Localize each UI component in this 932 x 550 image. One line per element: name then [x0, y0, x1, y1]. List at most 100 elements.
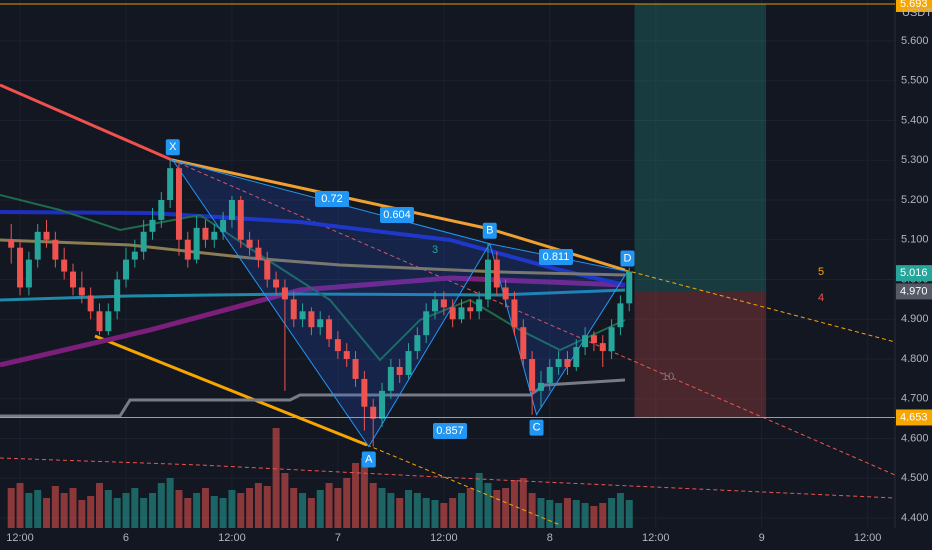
candle-body — [617, 303, 624, 328]
level-label: 10 — [662, 371, 674, 383]
x-tick-label: 12:00 — [6, 532, 34, 544]
volume-bar — [237, 493, 245, 528]
volume-bar — [546, 500, 554, 528]
candle-body — [290, 299, 297, 320]
trendline — [0, 457, 896, 499]
point-label-bg — [165, 139, 180, 156]
x-tick-label: 9 — [759, 532, 765, 544]
candle-body — [370, 406, 377, 419]
volume-bar — [87, 496, 95, 528]
candle-body — [432, 299, 439, 312]
candle-body — [379, 390, 386, 419]
candle-body — [423, 311, 430, 336]
volume-bar — [193, 493, 201, 528]
x-tick-label: 12:00 — [642, 532, 670, 544]
volume-bar — [519, 478, 527, 528]
moving-average — [0, 238, 626, 277]
volume-bar — [572, 500, 580, 528]
volume-bar — [307, 498, 315, 528]
volume-bar — [405, 490, 413, 528]
volume-bar — [140, 498, 148, 528]
volume-bar — [34, 490, 42, 528]
candle-body — [529, 359, 536, 391]
volume-bar — [131, 488, 139, 528]
volume-bar — [608, 498, 616, 528]
candle-body — [184, 239, 191, 260]
y-tick-label: 4.900 — [901, 313, 929, 325]
candle-body — [458, 307, 465, 320]
trendline — [171, 159, 896, 476]
candle-body — [264, 259, 271, 280]
price-tag-bg — [896, 409, 932, 426]
candle-body — [246, 239, 253, 248]
candle-body — [273, 279, 280, 288]
candle-body — [105, 311, 112, 332]
volume-bar — [113, 498, 121, 528]
candle-body — [520, 327, 527, 360]
target-zone — [634, 3, 767, 292]
candle-body — [25, 259, 32, 288]
point-label: C — [533, 422, 541, 434]
candle-body — [78, 287, 85, 296]
volume-bar — [184, 498, 192, 528]
candle-body — [537, 382, 544, 391]
candle-body — [573, 347, 580, 367]
candle-body — [237, 199, 244, 240]
x-tick-label: 12:00 — [854, 532, 882, 544]
currency: USDT — [902, 7, 932, 19]
volume-bar — [290, 488, 298, 528]
candle-body — [352, 359, 359, 379]
candle-body — [122, 259, 129, 280]
candle-body — [220, 219, 227, 232]
candle-body — [87, 295, 94, 312]
moving-average — [0, 194, 626, 362]
candle-body — [131, 251, 138, 260]
candle-body — [281, 287, 288, 300]
candle-body — [414, 335, 421, 352]
x-tick-label: 6 — [123, 532, 129, 544]
candle-body — [599, 343, 606, 352]
volume-bar — [25, 493, 33, 528]
ratio-label: 0.604 — [383, 209, 411, 221]
volume-bar — [43, 498, 51, 528]
candle-body — [17, 247, 24, 288]
y-tick-label: 5.500 — [901, 75, 929, 87]
volume-bar — [246, 488, 254, 528]
y-tick-label: 5.600 — [901, 35, 929, 47]
y-tick-label: 5.400 — [901, 114, 929, 126]
volume-bar — [60, 493, 68, 528]
candle-body — [493, 259, 500, 288]
level-label: 3 — [432, 244, 438, 256]
volume-bar — [563, 498, 571, 528]
level-label: 5 — [818, 266, 824, 278]
candle-body — [299, 311, 306, 320]
volume-bar — [96, 483, 104, 528]
point-label: B — [486, 225, 493, 237]
candle-body — [582, 335, 589, 348]
volume-bar — [352, 463, 360, 528]
candle-body — [34, 231, 41, 260]
candle-body — [546, 366, 553, 383]
candle-body — [396, 366, 403, 375]
y-tick-label: 4.800 — [901, 353, 929, 365]
volume-bar — [316, 490, 324, 528]
point-label-bg — [529, 419, 544, 436]
point-label-bg — [482, 222, 497, 239]
volume-bar — [16, 483, 24, 528]
volume-bar — [457, 493, 465, 528]
point-label-bg — [620, 250, 635, 267]
volume-bar — [69, 488, 77, 528]
point-label: A — [365, 453, 373, 465]
candle-body — [484, 259, 491, 300]
volume-bar — [484, 483, 492, 528]
candle-body — [476, 299, 483, 312]
price-tag-bg — [896, 283, 932, 300]
candle-body — [334, 339, 341, 352]
candle-body — [361, 378, 368, 407]
volume-bar — [449, 498, 457, 528]
y-tick-label: 5.300 — [901, 154, 929, 166]
candle-body — [70, 271, 77, 288]
candle-body — [564, 359, 571, 367]
